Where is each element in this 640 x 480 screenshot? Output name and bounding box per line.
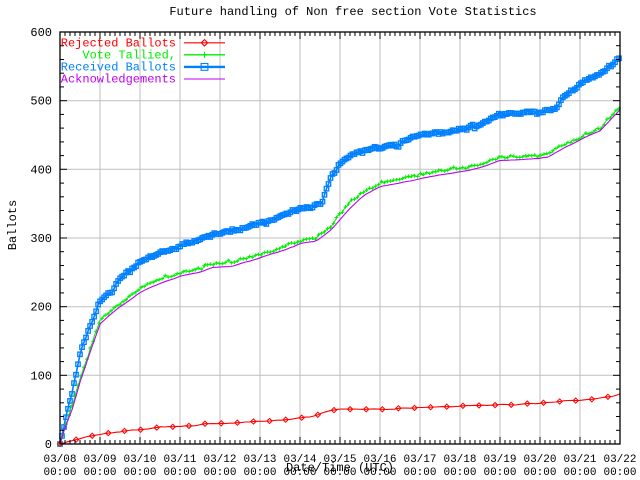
svg-text:00:00: 00:00 [203,467,236,479]
svg-text:00:00: 00:00 [443,467,476,479]
svg-text:400: 400 [30,163,52,177]
svg-text:500: 500 [30,95,52,109]
svg-text:00:00: 00:00 [603,467,636,479]
svg-text:00:00: 00:00 [83,467,116,479]
svg-text:200: 200 [30,301,52,315]
svg-text:00:00: 00:00 [403,467,436,479]
svg-text:00:00: 00:00 [523,467,556,479]
svg-text:03/19: 03/19 [483,454,516,466]
svg-text:600: 600 [30,26,52,40]
svg-text:03/17: 03/17 [403,454,436,466]
svg-text:00:00: 00:00 [243,467,276,479]
svg-text:03/20: 03/20 [523,454,556,466]
svg-text:00:00: 00:00 [123,467,156,479]
svg-text:00:00: 00:00 [363,467,396,479]
svg-text:03/11: 03/11 [163,454,196,466]
svg-text:03/21: 03/21 [563,454,596,466]
svg-text:03/16: 03/16 [363,454,396,466]
svg-text:100: 100 [30,369,52,383]
svg-text:00:00: 00:00 [323,467,356,479]
svg-text:03/13: 03/13 [243,454,276,466]
svg-text:03/18: 03/18 [443,454,476,466]
svg-text:0: 0 [45,438,52,452]
svg-text:00:00: 00:00 [483,467,516,479]
svg-text:300: 300 [30,232,52,246]
svg-text:03/22: 03/22 [603,454,636,466]
svg-text:03/12: 03/12 [203,454,236,466]
svg-text:03/10: 03/10 [123,454,156,466]
svg-text:03/14: 03/14 [283,454,316,466]
svg-text:Acknowledgements: Acknowledgements [61,73,176,87]
svg-text:00:00: 00:00 [563,467,596,479]
svg-text:03/09: 03/09 [83,454,116,466]
svg-text:00:00: 00:00 [43,467,76,479]
svg-text:00:00: 00:00 [283,467,316,479]
svg-text:03/08: 03/08 [43,454,76,466]
svg-text:00:00: 00:00 [163,467,196,479]
svg-text:03/15: 03/15 [323,454,356,466]
